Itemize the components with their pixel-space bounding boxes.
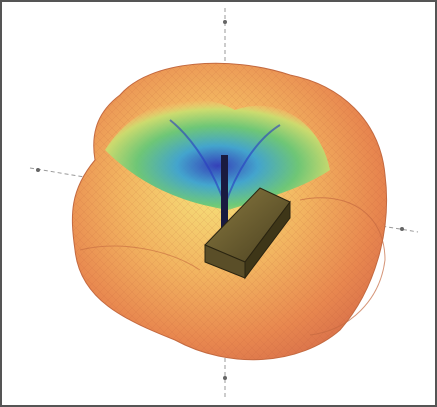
axis-point (400, 227, 404, 231)
screenshot (0, 0, 437, 407)
radiation-pattern-view (0, 0, 437, 407)
axis-point (223, 20, 227, 24)
axis-point (36, 168, 40, 172)
axis-point (223, 376, 227, 380)
